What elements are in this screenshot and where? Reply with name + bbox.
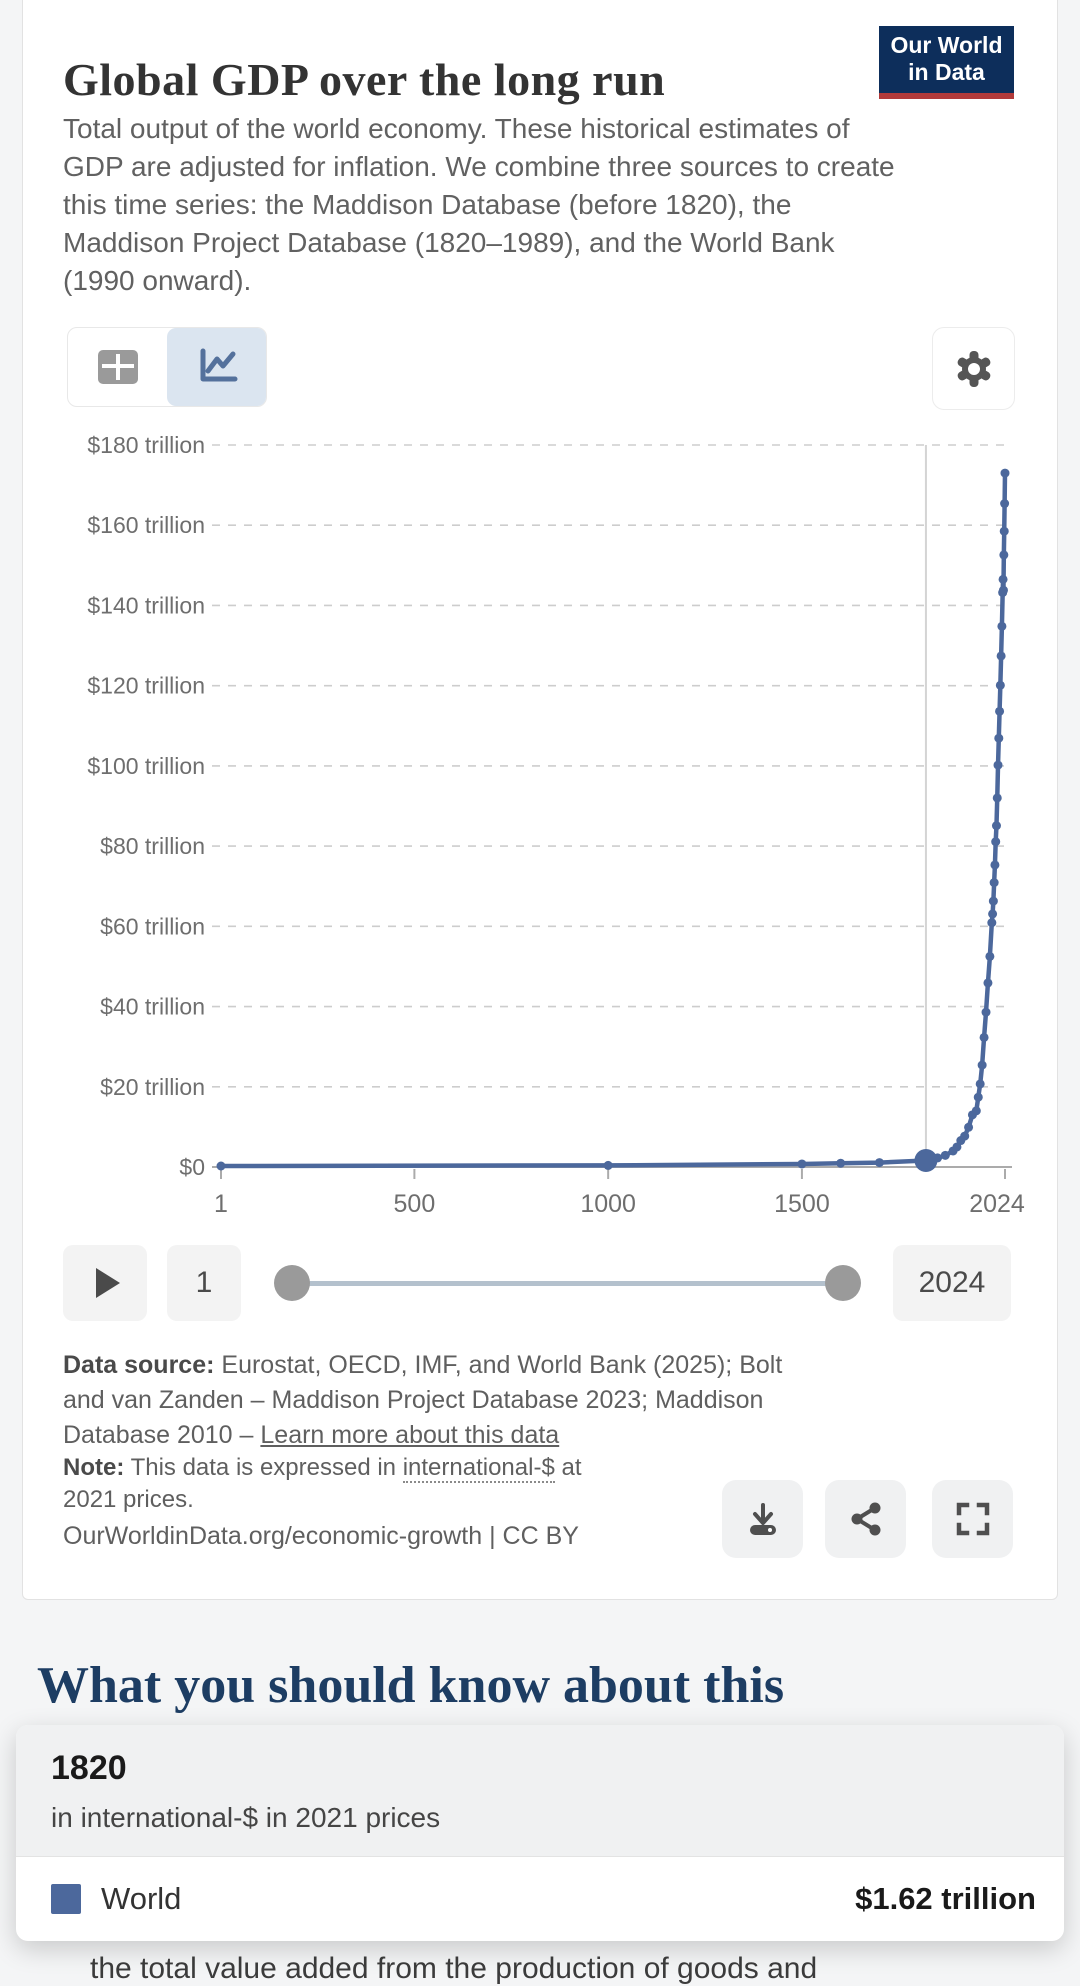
line-chart-view-icon [195,347,239,387]
grapher-card [22,0,1058,1600]
note-label: Note: [63,1454,125,1481]
tooltip-header: 1820 in international-$ in 2021 prices [16,1725,1064,1857]
svg-text:500: 500 [394,1190,436,1218]
note-line2: 2021 prices. [63,1486,194,1513]
international-dollar-link[interactable]: international-$ [402,1454,555,1483]
owid-logo[interactable]: Our World in Data [879,26,1014,93]
svg-text:$60 trillion: $60 trillion [100,913,205,939]
svg-text:$40 trillion: $40 trillion [100,994,205,1020]
svg-text:$100 trillion: $100 trillion [87,753,205,779]
subtitle-line: (1990 onward). [63,265,252,296]
clipped-paragraph: the total value added from the productio… [90,1952,818,1985]
view-toggle [67,327,267,407]
chart-subtitle: Total output of the world economy. These… [63,110,1023,300]
svg-text:$20 trillion: $20 trillion [100,1074,205,1100]
source-line3: Database 2010 – [63,1421,261,1449]
subtitle-line: Maddison Project Database (1820–1989), a… [63,227,835,258]
note-pre: This data is expressed in [124,1454,403,1481]
chart-title: Global GDP over the long run [63,53,666,105]
download-button[interactable] [722,1480,803,1558]
svg-text:1500: 1500 [774,1190,830,1218]
owid-logo-line2: in Data [908,59,985,85]
svg-text:$120 trillion: $120 trillion [87,673,205,699]
tooltip-subtitle: in international-$ in 2021 prices [51,1802,441,1833]
source-line1: Eurostat, OECD, IMF, and World Bank (202… [214,1351,783,1379]
tab-table-view[interactable] [68,328,167,406]
share-button[interactable] [825,1480,906,1558]
tooltip-row: World $1.62 trillion [16,1857,1064,1941]
timeline-handle-end[interactable] [825,1265,861,1301]
play-button[interactable] [63,1245,147,1321]
share-icon [847,1500,885,1538]
tooltip-series-name: World [101,1881,182,1916]
fullscreen-button[interactable] [932,1480,1013,1558]
tooltip-swatch [51,1884,81,1914]
subtitle-line: this time series: the Maddison Database … [63,189,792,220]
cc-license-line: OurWorldinData.org/economic-growth | CC … [63,1522,579,1550]
svg-text:2024: 2024 [969,1190,1025,1218]
svg-text:$140 trillion: $140 trillion [87,592,205,618]
note-text: Note: This data is expressed in internat… [63,1452,623,1516]
learn-more-link[interactable]: Learn more about this data [260,1421,560,1449]
tab-chart-view[interactable] [167,328,266,406]
svg-text:$180 trillion: $180 trillion [87,432,205,458]
note-post: at [554,1454,582,1481]
download-icon [744,1500,782,1538]
gear-icon [952,347,996,391]
table-view-icon [96,348,140,386]
data-source-label: Data source: [63,1351,215,1379]
owid-logo-line1: Our World [890,32,1003,58]
subtitle-line: GDP are adjusted for inflation. We combi… [63,151,895,182]
timeline-start-year[interactable]: 1 [167,1245,241,1321]
source-line2: and van Zanden – Maddison Project Databa… [63,1386,764,1414]
svg-text:1000: 1000 [580,1190,636,1218]
timeline-end-year[interactable]: 2024 [893,1245,1011,1321]
tooltip-value: $1.62 trillion [855,1881,1036,1916]
settings-button[interactable] [932,327,1015,410]
subtitle-line: Total output of the world economy. These… [63,113,850,144]
svg-text:$160 trillion: $160 trillion [87,512,205,538]
timeline-handle-start[interactable] [274,1265,310,1301]
data-source-text: Data source: Eurostat, OECD, IMF, and Wo… [63,1348,983,1453]
section-heading: What you should know about this [37,1657,785,1714]
svg-text:$0: $0 [179,1154,205,1180]
owid-logo-stripe [879,93,1014,99]
play-icon [96,1268,120,1298]
svg-text:1: 1 [214,1190,228,1218]
fullscreen-icon [954,1500,992,1538]
chart-tooltip: 1820 in international-$ in 2021 prices W… [16,1725,1064,1941]
gdp-line-chart[interactable]: $0 $20 trillion $40 trillion $60 trillion $8… [22,420,1056,1230]
timeline-slider-track[interactable] [292,1281,843,1286]
tooltip-year: 1820 [51,1749,127,1787]
svg-text:$80 trillion: $80 trillion [100,833,205,859]
